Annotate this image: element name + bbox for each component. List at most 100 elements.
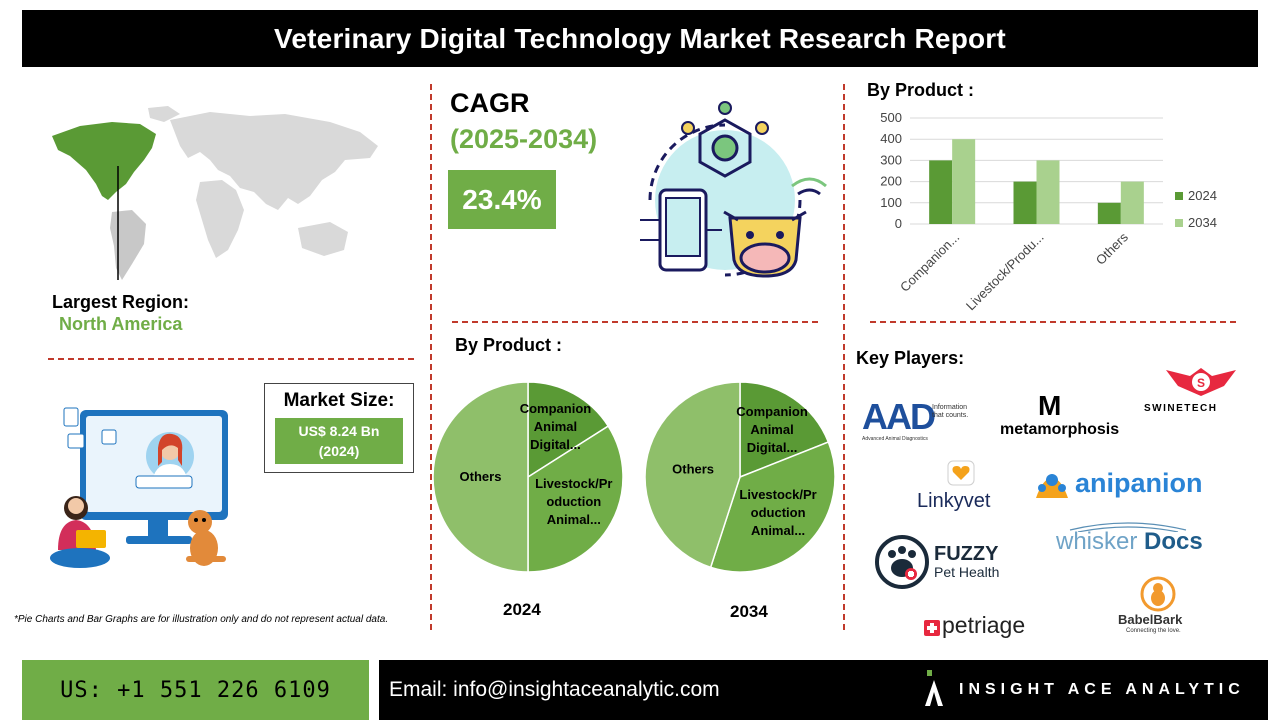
bar-2034-0: [952, 139, 976, 224]
babelbark-logo: BabelBark Connecting the love.: [1116, 576, 1206, 640]
pie-1-label-0: Animal: [750, 422, 793, 437]
report-title: Veterinary Digital Technology Market Res…: [22, 10, 1258, 67]
key-players-title: Key Players:: [856, 348, 965, 368]
legend-swatch-2034: [1175, 219, 1183, 227]
livestock-tech-illustration-icon: [640, 101, 827, 278]
bar-2034-1: [1036, 160, 1060, 224]
anipanion-logo: anipanion: [1033, 468, 1208, 504]
market-size-card: Market Size: US$ 8.24 Bn (2024): [264, 383, 414, 473]
pie-0-label-0: Digital...: [530, 437, 581, 452]
bar-y-tick-label: 500: [880, 110, 902, 125]
bar-chart-title: By Product :: [867, 80, 975, 100]
swinetech-shield-icon: S: [1166, 368, 1236, 396]
aad-tag-1: Information: [932, 404, 968, 411]
pie-0-label-1: Animal...: [547, 512, 601, 527]
divider-middle: [452, 321, 818, 323]
market-size-year: (2024): [318, 443, 360, 459]
pie-1-label-1: Livestock/Pr: [739, 487, 816, 502]
docs-logo-text: Docs: [1144, 528, 1203, 555]
market-size-label: Market Size:: [283, 390, 395, 411]
disclaimer-note: *Pie Charts and Bar Graphs are for illus…: [14, 614, 389, 625]
whiskerdocs-logo: whisker Docs: [1056, 520, 1221, 560]
linkyvet-heart-icon: [947, 460, 975, 486]
email-address: Email: info@insightaceanalytic.com: [389, 678, 720, 701]
legend-label-2034: 2034: [1188, 215, 1217, 230]
brand-name: INSIGHT ACE ANALYTIC: [959, 681, 1245, 698]
pie-year-left: 2024: [503, 600, 541, 619]
metamorphosis-logo-text: metamorphosis: [1000, 421, 1120, 438]
aad-logo-text: AAD: [862, 396, 936, 437]
fuzzy-logo-text: FUZZY: [934, 543, 999, 565]
aad-logo: AAD Information that counts. Advanced An…: [862, 396, 977, 446]
divider-left: [48, 358, 414, 360]
aad-subtitle: Advanced Animal Diagnostics: [862, 436, 928, 442]
pie-year-right: 2034: [730, 602, 768, 621]
petriage-logo: petriage: [924, 612, 1044, 642]
pie-charts: Companion Animal Digital... Livestock/Pr odu…: [432, 381, 836, 573]
babelbark-dog-icon: [1140, 576, 1176, 612]
telehealth-illustration-icon: [50, 407, 228, 568]
pie-1-slice-0: [739, 381, 830, 479]
petriage-logo-text: petriage: [942, 612, 1026, 638]
largest-region-label: Largest Region:: [52, 292, 190, 312]
petriage-cross-icon: [924, 620, 940, 636]
swinetech-logo: S SWINETECH: [1144, 366, 1264, 416]
pie-1-label-0: Digital...: [747, 440, 798, 455]
divider-vertical-right: [843, 84, 845, 630]
pie-1-label-2: Others: [672, 462, 714, 477]
bar-y-tick-label: 100: [880, 195, 902, 210]
phone-number: US: +1 551 226 6109: [22, 660, 369, 720]
bar-y-tick-label: 300: [880, 152, 902, 167]
pie-0-slice-2: [432, 381, 529, 573]
pie-1-label-1: Animal...: [751, 523, 805, 538]
bar-category-label: Others: [1093, 229, 1132, 268]
bar-y-tick-label: 0: [895, 216, 902, 231]
bar-2024-0: [929, 160, 953, 224]
pie-0-label-0: Animal: [534, 419, 577, 434]
market-size-value: US$ 8.24 Bn: [298, 423, 380, 439]
cagr-years: (2025-2034): [450, 124, 598, 154]
footer-bar: Email: info@insightaceanalytic.com INSIG…: [379, 660, 1268, 720]
pie-0-label-1: oduction: [546, 494, 601, 509]
legend-label-2024: 2024: [1188, 188, 1217, 203]
aad-tag-2: that counts.: [932, 412, 969, 419]
pie-1-label-0: Companion: [736, 404, 808, 419]
whisker-logo-text: whisker: [1056, 528, 1138, 555]
insight-ace-logo-icon: [925, 670, 943, 706]
anipanion-logo-text: anipanion: [1075, 468, 1203, 498]
legend-swatch-2024: [1175, 192, 1183, 200]
pie-0-label-1: Livestock/Pr: [535, 476, 612, 491]
bar-2024-2: [1097, 202, 1121, 224]
metamorphosis-m-icon: M: [1038, 390, 1062, 421]
cagr-title: CAGR: [450, 88, 530, 118]
pie-1-slice-1: [709, 441, 836, 573]
cagr-value: 23.4%: [448, 170, 556, 229]
pie-0-label-0: Companion: [520, 401, 592, 416]
babelbark-logo-text: BabelBark: [1118, 612, 1183, 627]
bar-y-tick-label: 200: [880, 174, 902, 189]
pie-1-slice-2: [644, 381, 741, 569]
pie-1-label-1: oduction: [751, 505, 806, 520]
fuzzy-logo-subtitle: Pet Health: [934, 564, 1000, 580]
linkyvet-logo-text: Linkyvet: [917, 490, 991, 512]
pie-0-slice-1: [527, 425, 624, 573]
bar-category-label: Companion...: [897, 230, 962, 295]
linkyvet-logo: Linkyvet: [915, 460, 1005, 518]
metamorphosis-logo: M metamorphosis: [1000, 390, 1120, 440]
svg-text:S: S: [1197, 376, 1205, 390]
bar-chart: 0 100 200 300 400 500 Companion... Livestock/Pr…: [880, 110, 1217, 314]
world-map-icon: [52, 106, 378, 280]
divider-vertical-left: [430, 84, 432, 630]
bar-category-label: Livestock/Produ...: [963, 230, 1047, 314]
bar-y-tick-label: 400: [880, 131, 902, 146]
swinetech-logo-text: SWINETECH: [1144, 403, 1218, 414]
babelbark-tagline: Connecting the love.: [1126, 628, 1181, 634]
divider-right: [870, 321, 1236, 323]
pie-0-slice-0: [527, 381, 610, 479]
bar-2034-2: [1120, 181, 1144, 224]
pie-0-label-2: Others: [460, 469, 502, 484]
anipanion-paw-icon: [1036, 474, 1068, 498]
market-size-value-box: US$ 8.24 Bn (2024): [275, 418, 403, 464]
pie-section-title: By Product :: [455, 335, 563, 355]
